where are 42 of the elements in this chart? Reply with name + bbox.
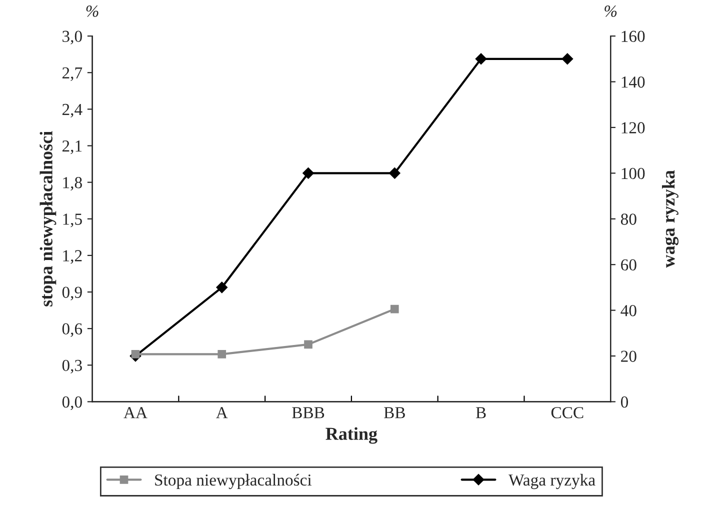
y-tick-label: 1,8 [63, 177, 82, 191]
y-tick-label: 0,9 [62, 286, 82, 300]
point [475, 53, 487, 65]
y2-tick-label: 160 [622, 30, 645, 42]
point [304, 340, 312, 349]
x-axis-title: Rating [326, 427, 378, 444]
y2-axis-title: waga ryzyka [662, 170, 679, 268]
x-tick-label: CCC [551, 407, 584, 418]
y-tick-label: 1,2 [63, 250, 82, 264]
legend-label: Waga ryzyka [508, 474, 596, 490]
y-tick-label: 2,4 [62, 104, 82, 118]
y2-tick-label: 0 [620, 396, 628, 408]
y-tick-label: 0,0 [62, 396, 82, 410]
x-tick-label: BB [384, 407, 405, 418]
point [389, 168, 400, 179]
point [131, 350, 140, 358]
y2-tick-label: 60 [621, 259, 636, 271]
y-tick-label: 0,6 [62, 323, 82, 337]
y-tick-label: 2,1 [62, 140, 82, 154]
x-tick-label: BBB [292, 407, 324, 418]
y-axis-title: stopa niewypłacalności [40, 131, 56, 306]
y-tick-label: 2,7 [62, 67, 82, 81]
y2-tick-label: 80 [620, 214, 636, 225]
x-tick-label: AA [124, 407, 148, 418]
point [218, 350, 226, 358]
point [390, 304, 399, 314]
y2-tick-label: 40 [620, 304, 636, 316]
x-tick-label: A [216, 407, 228, 418]
y-tick-label: 0,3 [62, 360, 82, 374]
y2-tick-label: 120 [622, 122, 645, 134]
point [216, 282, 228, 294]
legend-label: Stopa niewypłacalności [155, 474, 312, 490]
y-tick-label: 3,0 [62, 30, 82, 44]
x-tick-label: B [476, 407, 486, 418]
point [302, 168, 314, 179]
y2-tick-label: 140 [622, 76, 645, 88]
y2-tick-label: 20 [621, 350, 636, 362]
y-tick-label: 1,5 [63, 214, 82, 228]
y2-tick-label: 100 [622, 168, 645, 180]
text: % [86, 6, 98, 17]
point [562, 53, 574, 65]
text: % [604, 6, 617, 17]
